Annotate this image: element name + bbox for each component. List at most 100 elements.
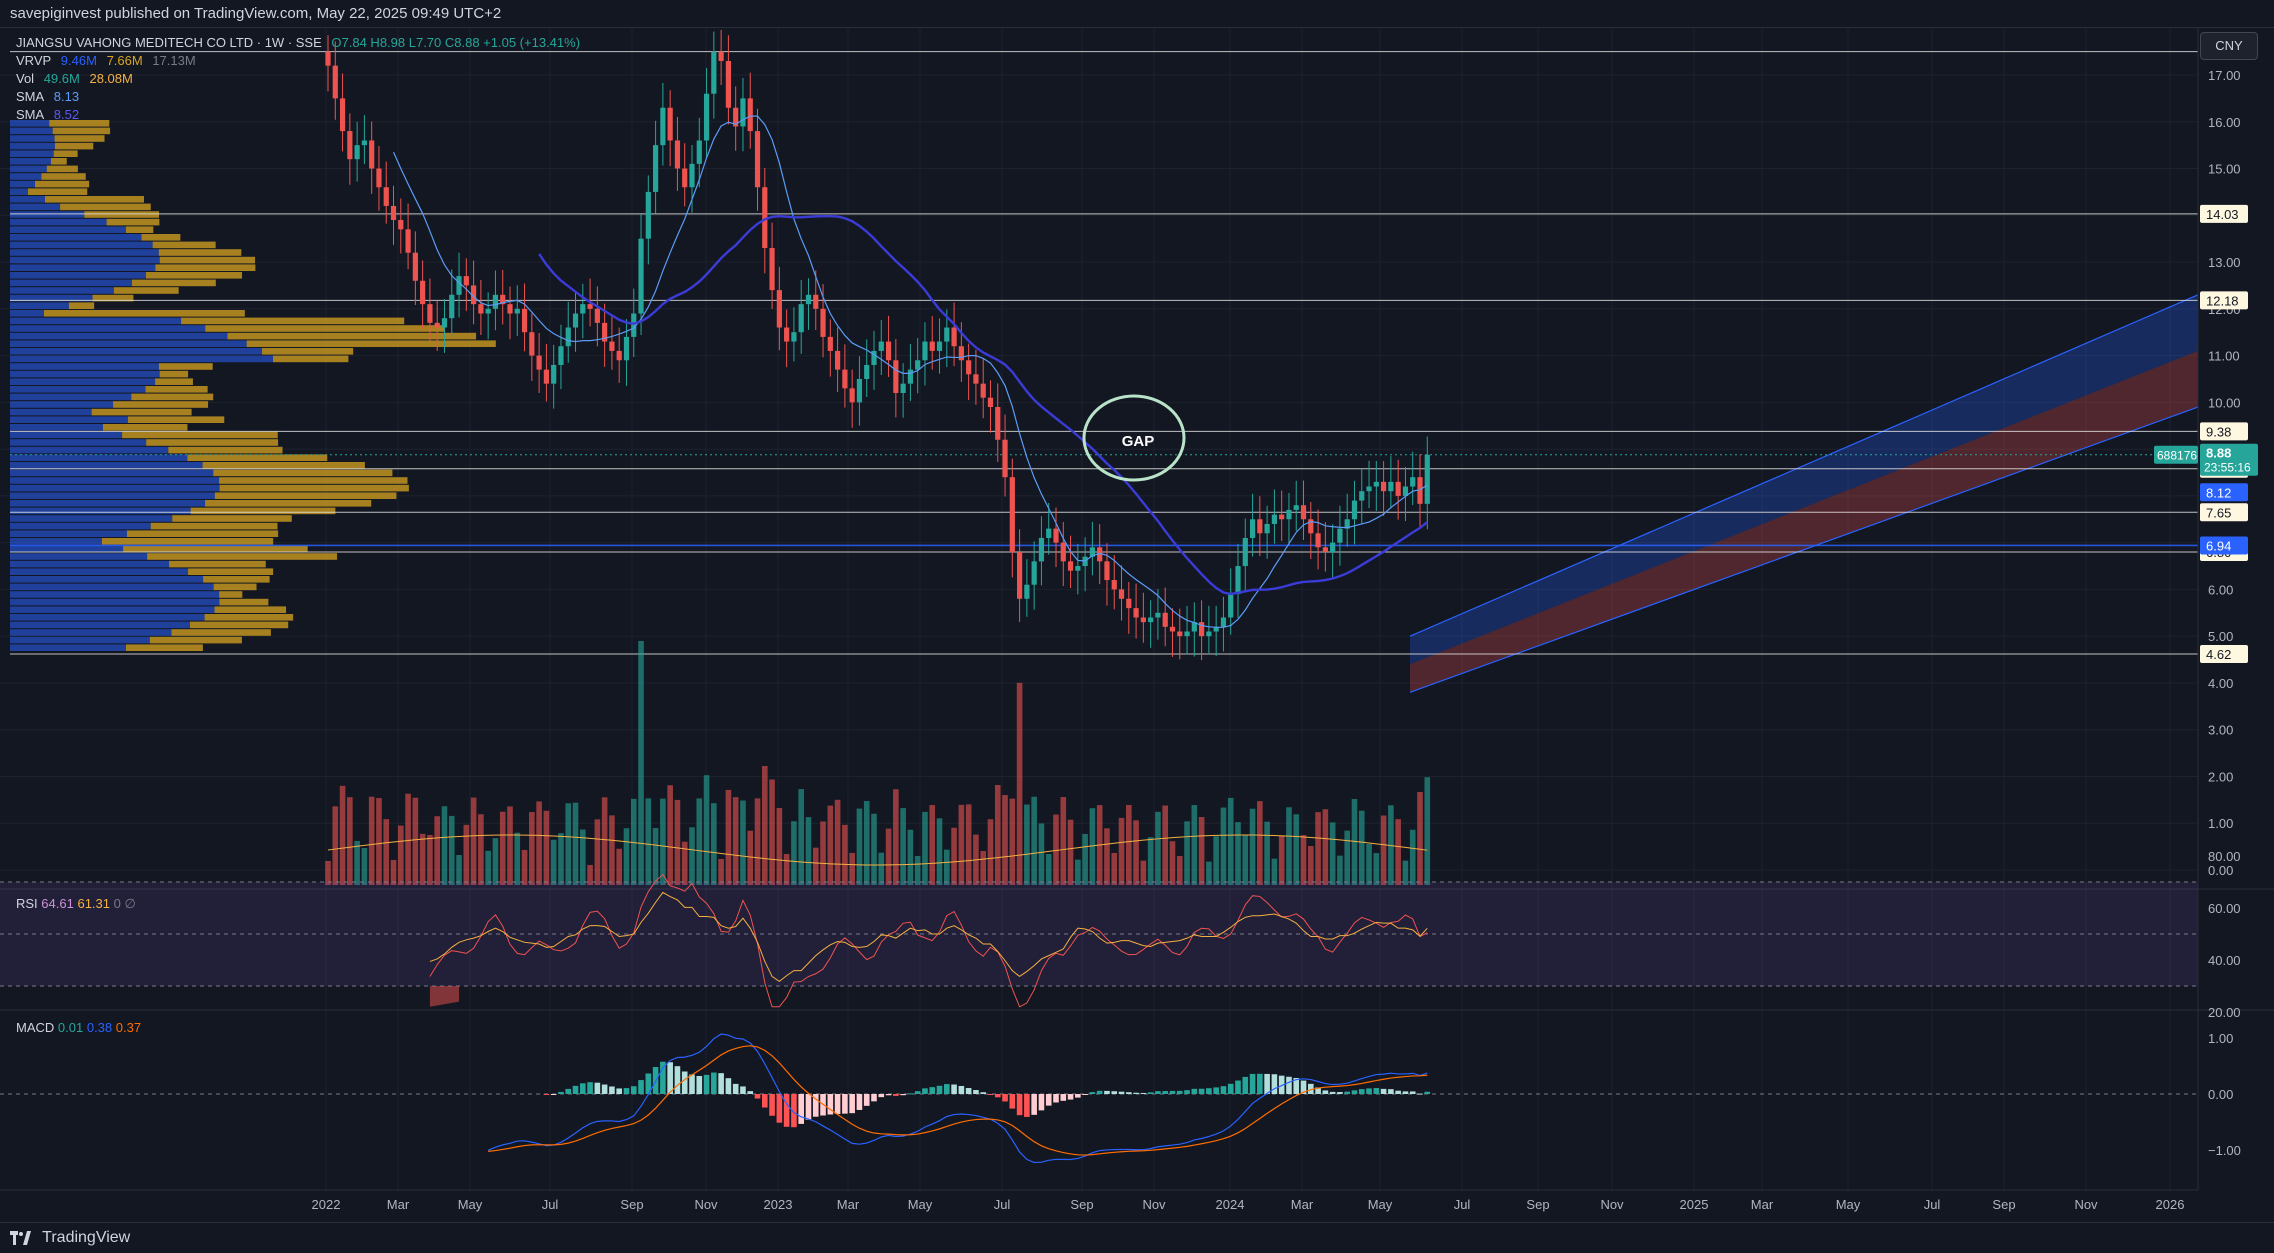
sma-slow-label[interactable]: SMA	[16, 107, 45, 122]
vrvp-bar-up	[10, 393, 132, 401]
candle-body	[856, 378, 863, 403]
macd-hist-bar	[1096, 1090, 1103, 1094]
footer-brand[interactable]: TradingView	[42, 1229, 131, 1246]
macd-hist-bar	[703, 1074, 710, 1094]
macd-hist-bar	[1038, 1094, 1045, 1111]
macd-hist-bar	[914, 1091, 921, 1094]
volume-bar	[965, 804, 972, 885]
volume-bar	[412, 797, 419, 885]
sma-slow-tag: 6.94	[2206, 538, 2231, 553]
volume-bar	[1271, 858, 1278, 885]
gap-annotation[interactable]: GAP	[1082, 394, 1186, 482]
volume-bar	[601, 797, 608, 885]
candle-body	[805, 294, 812, 305]
vrvp-bar-up	[10, 256, 160, 264]
vrvp-bar-down	[155, 264, 256, 271]
vrvp-bar-up	[10, 348, 263, 355]
vrvp-bar-down	[246, 340, 496, 347]
macd-tick-label: −1.00	[2208, 1143, 2241, 1158]
macd-line	[487, 1033, 1428, 1164]
volume-bar	[1060, 797, 1067, 885]
vrvp-value-3: 17.13M	[152, 53, 196, 68]
candle-body	[398, 219, 404, 230]
volume-bars	[325, 640, 1431, 885]
vrvp-bar-up	[10, 492, 215, 499]
candle-body	[332, 65, 338, 99]
vrvp-bar-up	[10, 150, 54, 157]
vrvp-bar-up	[10, 120, 50, 127]
candle-body	[441, 318, 448, 328]
candle-body	[1257, 519, 1263, 534]
volume-bar	[674, 799, 681, 885]
candle-body	[973, 374, 979, 384]
candle-body	[1315, 533, 1321, 548]
candle-body	[1017, 552, 1023, 599]
volume-bar	[521, 849, 528, 885]
sma-lines	[392, 115, 1429, 628]
volume-bar	[456, 854, 462, 885]
vrvp-bar-down	[35, 180, 90, 188]
candle-body	[1351, 500, 1358, 520]
volume-bar	[747, 830, 754, 885]
volume-bar	[587, 864, 593, 885]
candle-body	[1220, 617, 1227, 627]
price-tick-label: 5.00	[2208, 629, 2233, 644]
candle-body	[1184, 631, 1190, 637]
macd-label[interactable]: MACD	[16, 1020, 55, 1035]
price-tick-label: 4.00	[2208, 676, 2233, 691]
macd-hist-bar	[638, 1080, 644, 1094]
rsi-extra-1: 0	[113, 896, 121, 911]
candle-body	[1009, 477, 1015, 552]
level-tag-bg	[2200, 644, 2248, 663]
volume-bar	[1293, 814, 1300, 885]
candle-body	[1067, 561, 1074, 571]
candle-body	[922, 341, 928, 361]
symbol-title[interactable]: JIANGSU VAHONG MEDITECH CO LTD · 1W · SS…	[16, 35, 322, 50]
price-tags: 14.0312.189.388.587.656.804.628.126.9468…	[2154, 204, 2258, 663]
macd-hist-bar	[674, 1066, 681, 1094]
volume-bar	[1344, 830, 1350, 885]
macd-hist-bar	[871, 1094, 877, 1102]
time-tick-label: Mar	[837, 1197, 860, 1212]
vrvp-label[interactable]: VRVP	[16, 53, 52, 68]
currency-button[interactable]: CNY	[2200, 32, 2258, 60]
volume-bar	[718, 858, 724, 885]
volume-bar	[958, 804, 965, 885]
volume-bar	[827, 805, 834, 885]
candle-body	[1118, 589, 1125, 599]
macd-hist-bar	[798, 1094, 804, 1124]
volume-bar	[376, 798, 382, 885]
channel-upper-band	[1410, 294, 2198, 665]
volume-bar	[1140, 860, 1147, 885]
candle-body	[878, 341, 884, 351]
macd-hist-bar	[1293, 1078, 1300, 1094]
volume-bar	[1111, 852, 1118, 885]
macd-hist-bar	[572, 1085, 579, 1094]
vrvp-bar-down	[52, 127, 111, 135]
vol-label[interactable]: Vol	[16, 71, 35, 86]
macd-hist-bar	[1329, 1091, 1336, 1094]
rsi-label[interactable]: RSI	[16, 896, 38, 911]
rsi-tick-label: 40.00	[2208, 953, 2241, 968]
vrvp-bar-down	[101, 538, 274, 545]
candle-body	[609, 341, 615, 351]
vrvp-bar-down	[122, 431, 278, 439]
tradingview-logo-icon[interactable]	[10, 1230, 32, 1245]
candle-body	[995, 407, 1001, 440]
vrvp-bar-down	[172, 515, 292, 522]
candle-body	[864, 364, 870, 379]
volume-bar	[696, 798, 703, 885]
sma-fast-label[interactable]: SMA	[16, 89, 45, 104]
candle-body	[412, 252, 418, 281]
candle-body	[471, 285, 477, 305]
candle-body	[1024, 584, 1030, 599]
candle-body	[1104, 561, 1110, 581]
volume-bar	[900, 808, 906, 885]
macd-hist-bar	[1249, 1073, 1256, 1094]
candle-body	[1293, 505, 1299, 510]
volume-bar	[1264, 821, 1270, 885]
volume-bar	[1300, 835, 1307, 885]
macd-hist-bar	[1351, 1090, 1358, 1094]
vrvp-bar-down	[159, 256, 256, 264]
price-chart[interactable]: GAP 17.0016.0015.0014.0013.0012.0011.001…	[0, 28, 2274, 1222]
